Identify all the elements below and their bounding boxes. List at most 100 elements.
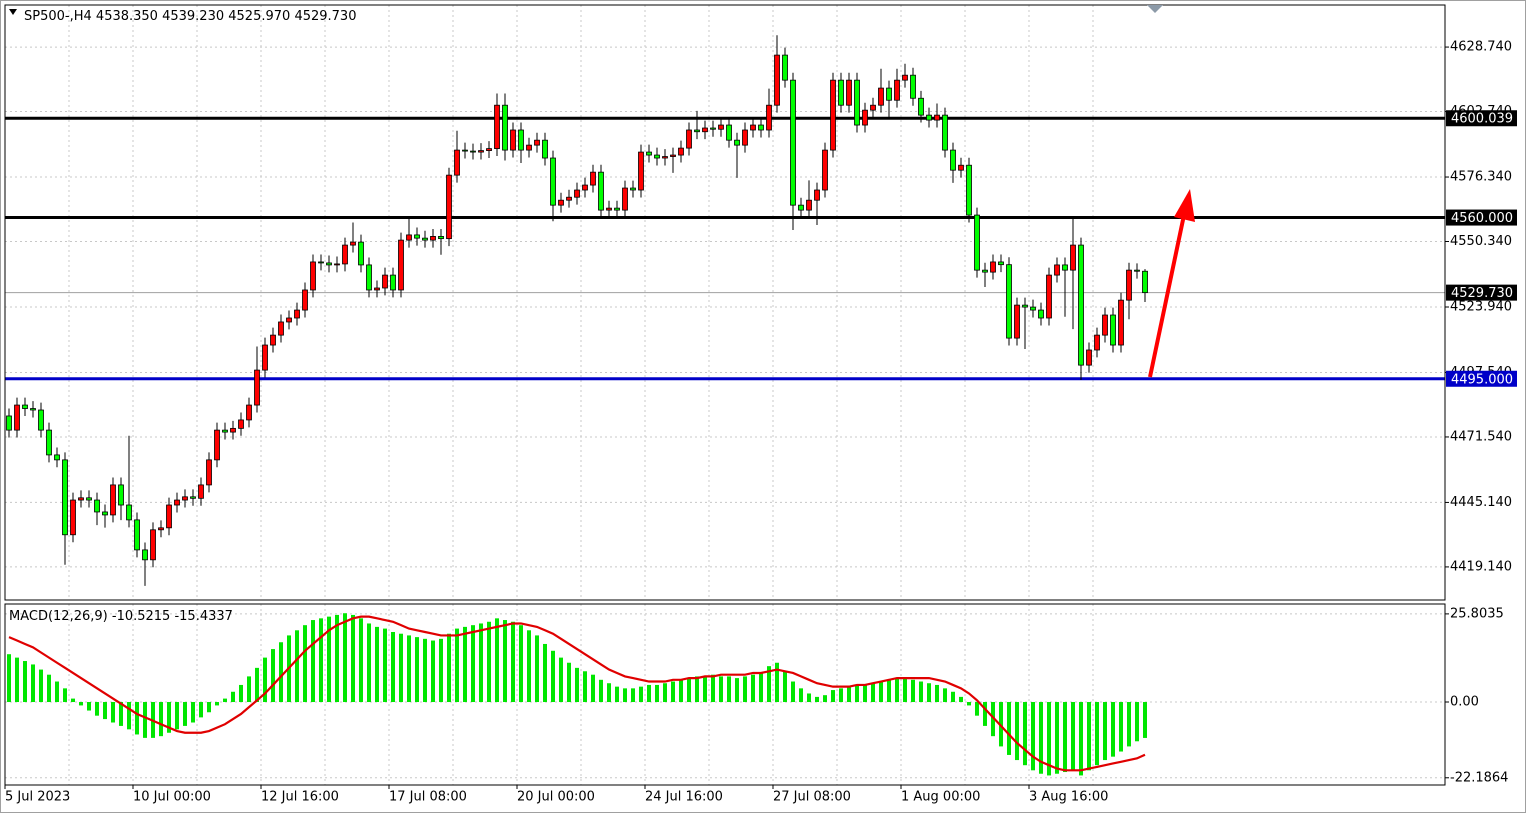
macd-bar <box>639 686 643 703</box>
candle-body <box>78 497 84 501</box>
low-label: 4525.970 <box>228 9 290 24</box>
symbol: SP500-,H4 <box>24 9 92 24</box>
mark-layer <box>6 35 1148 776</box>
level-label-box <box>1446 370 1517 387</box>
macd-bar <box>1095 702 1099 766</box>
candle-body <box>510 129 516 151</box>
macd-bar <box>671 681 675 703</box>
macd-bar <box>271 649 275 703</box>
macd-bar <box>975 702 979 716</box>
macd-bar <box>455 628 459 703</box>
macd-bar <box>623 688 627 703</box>
macd-bar <box>599 679 603 703</box>
macd-bar <box>855 684 859 703</box>
candle-body <box>286 317 292 323</box>
open-label: 4538.350 <box>96 9 158 24</box>
macd-bar <box>311 620 315 703</box>
candle-body <box>302 289 308 311</box>
candle-body <box>606 207 612 211</box>
macd-bar <box>1127 702 1131 747</box>
macd-bar <box>983 702 987 726</box>
macd-bar <box>471 625 475 703</box>
candle-body <box>1014 304 1020 339</box>
macd-bar <box>911 679 915 703</box>
macd-bar <box>399 633 403 703</box>
candle-body <box>270 334 276 346</box>
macd-bar <box>791 681 795 703</box>
macd-bar <box>1039 702 1043 774</box>
macd-bar <box>479 623 483 703</box>
candle-body <box>926 114 932 121</box>
candle-body <box>870 104 876 111</box>
axis-layer: 5 Jul 2023 10 Jul 00:00 12 Jul 16:00 17 Jul… <box>4 40 1517 805</box>
candle-body <box>550 157 556 206</box>
candle-body <box>1054 264 1060 276</box>
candle-body <box>326 262 332 266</box>
x-tick-label: 20 Jul 00:00 <box>517 790 595 805</box>
menu-arrow <box>9 9 17 15</box>
signal-line <box>8 615 1146 772</box>
macd-bar <box>31 664 35 703</box>
close-label: 4529.730 <box>294 9 356 24</box>
candle-body <box>1118 299 1124 346</box>
candle-body <box>838 79 844 106</box>
macd-bar <box>463 626 467 703</box>
macd-bar <box>783 671 787 703</box>
candle-body <box>830 79 836 151</box>
candle-body <box>166 504 172 529</box>
macd-bar <box>655 684 659 703</box>
macd-bar <box>711 674 715 703</box>
candle-body <box>454 149 460 176</box>
macd-bar <box>823 695 827 703</box>
macd-bar <box>951 691 955 703</box>
macd-bar <box>687 678 691 703</box>
candle-body <box>1110 314 1116 346</box>
macd-bar <box>207 702 211 713</box>
candle-body <box>462 149 468 152</box>
macd-bar <box>495 618 499 703</box>
candle-body <box>70 499 76 536</box>
candle-body <box>1102 314 1108 336</box>
candle-body <box>974 214 980 271</box>
candle-body <box>710 127 716 130</box>
candle-body <box>958 164 964 171</box>
candle-body <box>182 496 188 501</box>
candle-body <box>1070 244 1076 271</box>
candle-body <box>702 127 708 133</box>
candle-body <box>190 496 196 499</box>
x-tick-label: 12 Jul 16:00 <box>261 790 339 805</box>
x-tick-label: 10 Jul 00:00 <box>133 790 211 805</box>
candle-body <box>214 429 220 461</box>
header: SP500-,H4 4538.350 4539.230 4525.970 452… <box>24 9 356 24</box>
x-tick-label: 27 Jul 08:00 <box>773 790 851 805</box>
candle-body <box>990 261 996 273</box>
macd-panel-frame <box>4 603 1446 786</box>
candle-body <box>758 124 764 131</box>
macd-bar <box>503 620 507 703</box>
candle-body <box>86 497 92 501</box>
macd-bar <box>735 678 739 703</box>
macd-bar <box>943 688 947 703</box>
macd-bar <box>343 613 347 703</box>
macd-bar <box>135 702 139 735</box>
candle-body <box>22 404 28 409</box>
candle-body <box>198 484 204 499</box>
macd-bar <box>719 676 723 703</box>
candle-body <box>150 529 156 561</box>
candle-body <box>862 109 868 126</box>
candle-body <box>622 187 628 211</box>
candle-body <box>534 139 540 146</box>
candle-body <box>630 187 636 191</box>
candle-body <box>806 199 812 211</box>
candle-body <box>54 454 60 461</box>
candle-body <box>910 74 916 99</box>
candle-body <box>734 139 740 146</box>
macd-bar <box>47 674 51 703</box>
y-tick-label: 0.00 <box>1450 695 1479 710</box>
macd-bar <box>15 657 19 703</box>
candle-body <box>94 499 100 513</box>
macd-bar <box>999 702 1003 747</box>
price-label-box <box>1446 284 1517 301</box>
macd-bar <box>231 691 235 703</box>
